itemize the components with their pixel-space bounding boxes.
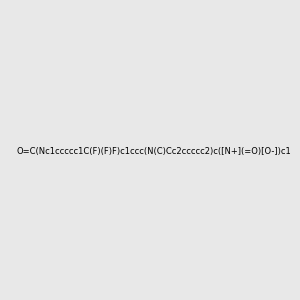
Text: O=C(Nc1ccccc1C(F)(F)F)c1ccc(N(C)Cc2ccccc2)c([N+](=O)[O-])c1: O=C(Nc1ccccc1C(F)(F)F)c1ccc(N(C)Cc2ccccc… (16, 147, 291, 156)
